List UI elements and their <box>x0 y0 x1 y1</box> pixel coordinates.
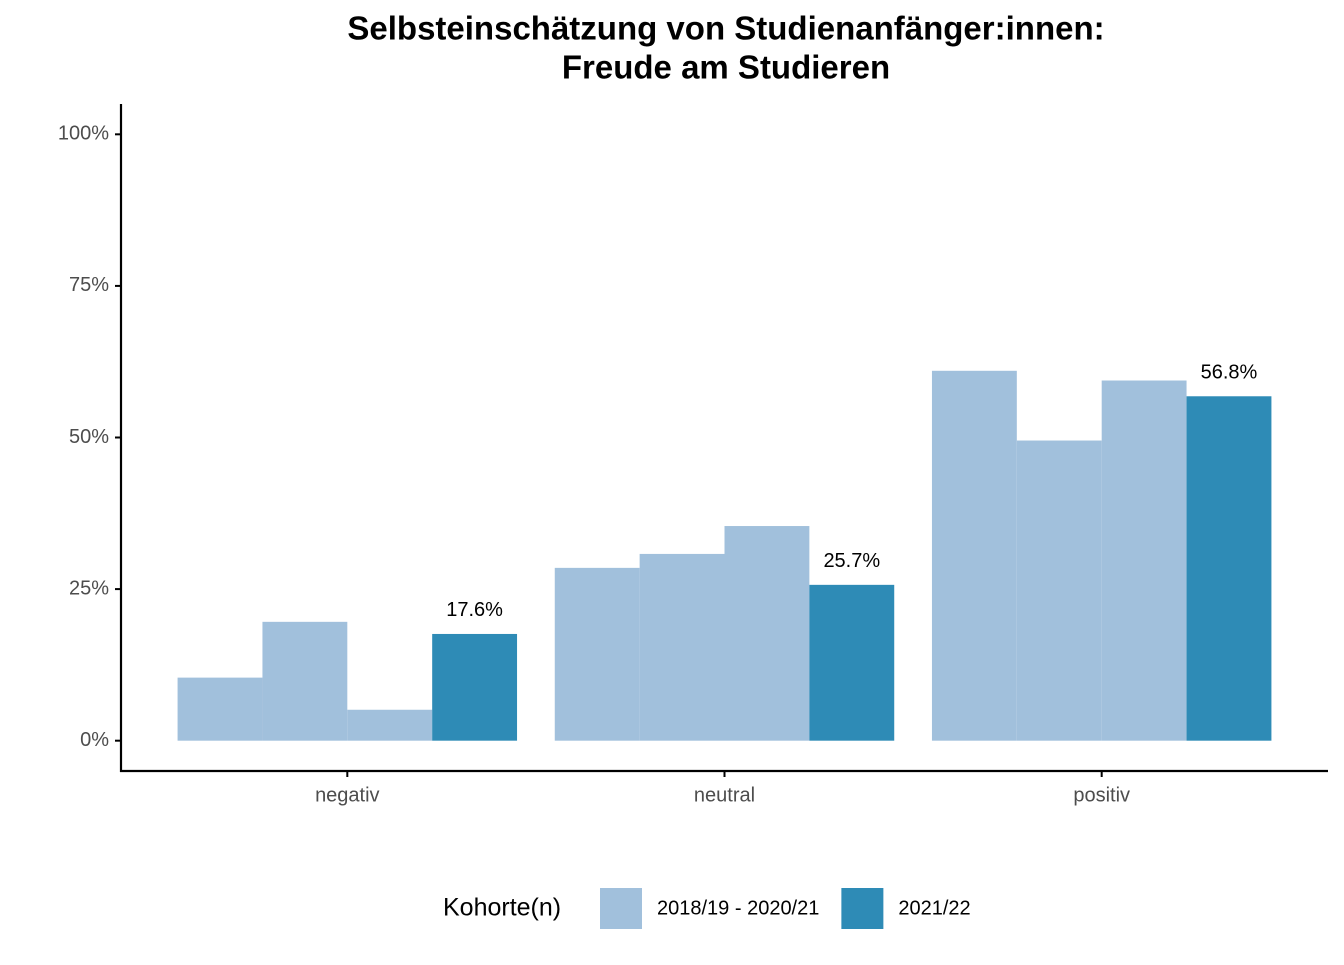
bar <box>554 567 640 741</box>
value-label: 17.6% <box>446 599 503 621</box>
y-tick-label: 100% <box>58 123 109 145</box>
bar <box>432 633 518 741</box>
x-tick-label: positiv <box>1073 784 1130 806</box>
y-tick-label: 50% <box>69 426 109 448</box>
y-tick-label: 75% <box>69 274 109 296</box>
value-label: 25.7% <box>823 550 880 572</box>
chart-subtitle: Freude am Studieren <box>562 49 890 86</box>
y-tick-label: 0% <box>80 729 109 751</box>
bar <box>931 370 1017 741</box>
legend-label: 2021/22 <box>898 897 970 919</box>
bar <box>1186 396 1272 741</box>
bar <box>639 553 725 741</box>
legend-title: Kohorte(n) <box>443 894 561 922</box>
value-label: 56.8% <box>1201 362 1258 384</box>
legend-swatch <box>841 888 884 929</box>
bar <box>347 709 433 741</box>
chart-title: Selbsteinschätzung von Studienanfänger:i… <box>347 10 1104 47</box>
bar <box>1016 440 1102 741</box>
legend-swatch <box>600 888 642 929</box>
bar <box>177 677 263 741</box>
x-tick-label: negativ <box>315 784 380 806</box>
bar <box>262 621 348 741</box>
bar <box>724 526 810 741</box>
y-tick-label: 25% <box>69 577 109 599</box>
bar <box>1101 380 1187 741</box>
bar <box>809 584 895 741</box>
x-tick-label: neutral <box>694 784 755 806</box>
legend-label: 2018/19 - 2020/21 <box>657 897 819 919</box>
